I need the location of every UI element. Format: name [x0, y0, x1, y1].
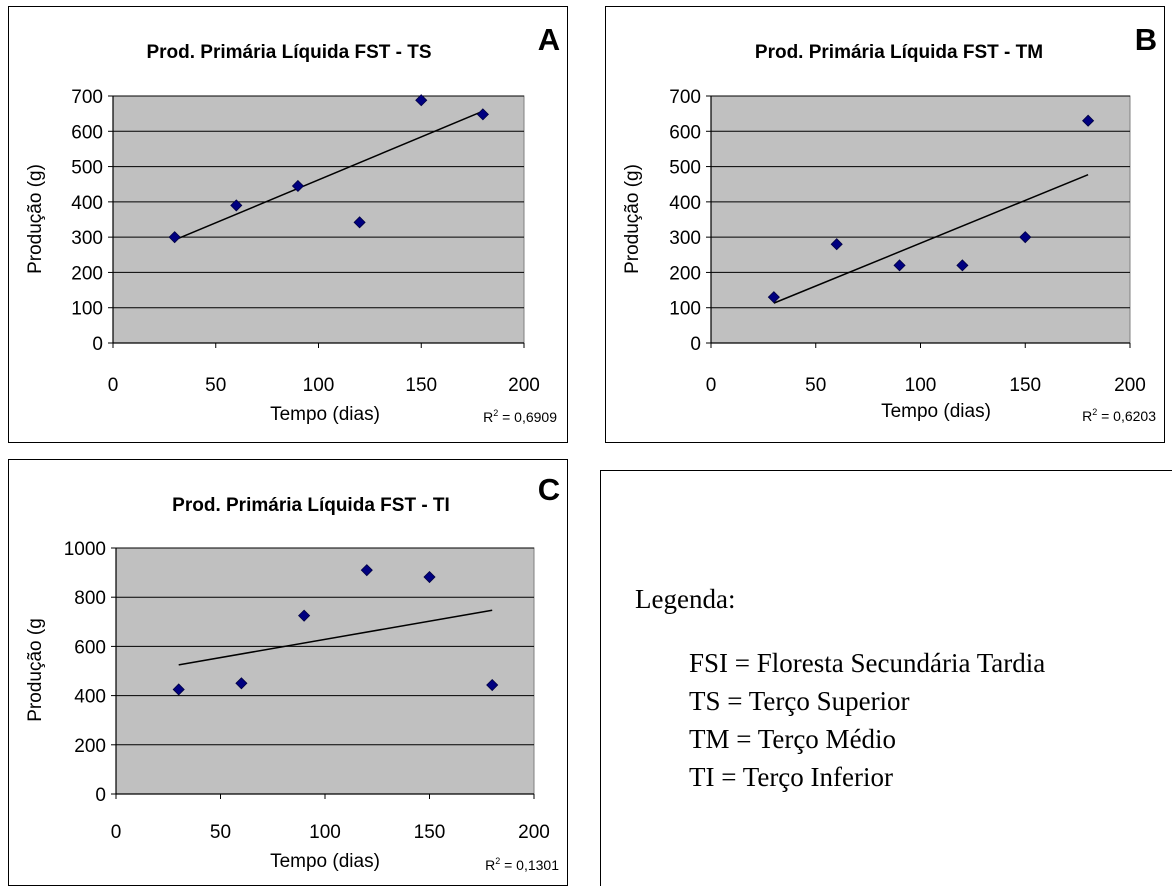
chart-title: Prod. Primária Líquida FST - TM — [755, 42, 1043, 63]
y-tick-label: 200 — [74, 736, 106, 757]
r-squared-label: R2 = 0,6909 — [483, 408, 557, 425]
panel-letter: B — [1135, 22, 1157, 57]
x-tick-label: 50 — [210, 822, 231, 843]
r-squared-prefix: R — [483, 409, 493, 425]
x-axis-label: Tempo (dias) — [881, 401, 991, 422]
data-point — [230, 199, 243, 212]
scatter-chart-a: 0 100 200 300 400 500 600 700 0 50 100 150 200 Prod. … — [25, 22, 560, 425]
y-tick-label: 600 — [669, 122, 701, 143]
r-squared-superscript: 2 — [1092, 407, 1097, 417]
data-point — [291, 179, 305, 193]
chart-panel-c: 0 200 400 600 800 1000 0 50 100 150 200 Prod. Primá… — [8, 459, 568, 886]
r-squared-superscript: 2 — [493, 408, 498, 418]
data-point — [476, 108, 489, 121]
data-point — [1082, 114, 1095, 127]
x-tick-label: 0 — [108, 375, 119, 396]
y-tick-label: 400 — [669, 193, 701, 214]
y-tick-label: 400 — [71, 193, 103, 214]
x-tick-label: 50 — [805, 375, 826, 396]
r-squared-superscript: 2 — [495, 856, 500, 866]
x-tick-label: 200 — [1114, 375, 1146, 396]
plot-area — [112, 95, 525, 344]
data-point — [893, 259, 906, 272]
chart-panel-b: 0 100 200 300 400 500 600 700 0 50 100 150 200 Prod. … — [605, 6, 1165, 443]
scatter-chart-c: 0 200 400 600 800 1000 0 50 100 150 200 Prod. Primá… — [25, 472, 560, 873]
x-tick-label: 50 — [205, 375, 226, 396]
legend-item: TS = Terço Superior — [689, 686, 910, 716]
x-tick-label: 200 — [518, 822, 550, 843]
plot-area — [115, 547, 535, 795]
legend-item: TM = Terço Médio — [689, 724, 897, 754]
chart-title: Prod. Primária Líquida FST - TS — [146, 42, 431, 63]
y-axis-label: Produção (g) — [25, 164, 46, 274]
y-tick-label: 300 — [669, 228, 701, 249]
x-tick-label: 100 — [309, 822, 341, 843]
y-tick-label: 600 — [71, 122, 103, 143]
y-tick-label: 800 — [74, 588, 106, 609]
scatter-chart-b: 0 100 200 300 400 500 600 700 0 50 100 150 200 Prod. … — [622, 22, 1157, 424]
y-tick-label: 0 — [92, 334, 103, 355]
legend-panel: Legenda: FSI = Floresta Secundária Tardi… — [600, 470, 1172, 886]
y-tick-label: 400 — [74, 687, 106, 708]
y-tick-label: 100 — [669, 299, 701, 320]
trendline — [178, 609, 493, 666]
data-point — [767, 291, 780, 304]
data-point — [423, 570, 436, 584]
data-point — [830, 238, 843, 251]
plot-area — [710, 95, 1131, 344]
panel-letter: C — [538, 472, 560, 507]
r-squared-label: R2 = 0,6203 — [1082, 407, 1156, 424]
data-point — [360, 564, 373, 577]
y-tick-label: 500 — [71, 158, 103, 179]
x-tick-label: 150 — [405, 375, 437, 396]
data-point — [172, 683, 185, 696]
x-tick-label: 0 — [111, 822, 122, 843]
y-tick-label: 200 — [669, 263, 701, 284]
chart-title: Prod. Primária Líquida FST - TI — [172, 495, 450, 516]
trendline — [773, 173, 1089, 304]
x-tick-label: 200 — [508, 375, 540, 396]
y-tick-label: 700 — [669, 87, 701, 108]
y-axis-label: Produção (g) — [622, 164, 643, 274]
y-tick-label: 300 — [71, 228, 103, 249]
data-point — [956, 259, 969, 272]
data-point — [168, 231, 181, 244]
r-squared-value: = 0,1301 — [500, 857, 559, 873]
y-tick-label: 500 — [669, 158, 701, 179]
y-axis-label: Produção (g — [25, 618, 46, 722]
y-tick-label: 1000 — [64, 539, 106, 560]
y-tick-label: 0 — [690, 334, 701, 355]
data-point — [415, 94, 428, 107]
legend-title: Legenda: — [635, 584, 736, 614]
x-axis-label: Tempo (dias) — [270, 404, 380, 425]
x-tick-label: 100 — [303, 375, 335, 396]
r-squared-value: = 0,6203 — [1097, 408, 1156, 424]
r-squared-prefix: R — [485, 857, 495, 873]
x-tick-label: 0 — [706, 375, 717, 396]
x-axis-label: Tempo (dias) — [270, 851, 380, 872]
y-tick-label: 100 — [71, 299, 103, 320]
data-point — [486, 678, 499, 692]
trendline — [174, 110, 484, 241]
y-tick-label: 700 — [71, 87, 103, 108]
x-tick-label: 150 — [414, 822, 446, 843]
data-point — [235, 677, 248, 690]
data-point — [353, 216, 366, 229]
data-point — [298, 609, 311, 622]
r-squared-label: R2 = 0,1301 — [485, 856, 559, 873]
data-point — [1019, 231, 1032, 244]
x-tick-label: 100 — [905, 375, 937, 396]
r-squared-value: = 0,6909 — [498, 409, 557, 425]
y-tick-label: 200 — [71, 263, 103, 284]
r-squared-prefix: R — [1082, 408, 1092, 424]
legend-item: FSI = Floresta Secundária Tardia — [689, 648, 1046, 678]
y-tick-label: 0 — [95, 785, 106, 806]
legend-item: TI = Terço Inferior — [689, 762, 893, 792]
x-tick-label: 150 — [1009, 375, 1041, 396]
chart-panel-a: 0 100 200 300 400 500 600 700 0 50 100 150 200 Prod. … — [8, 6, 568, 443]
panel-letter: A — [538, 22, 560, 57]
y-tick-label: 600 — [74, 637, 106, 658]
